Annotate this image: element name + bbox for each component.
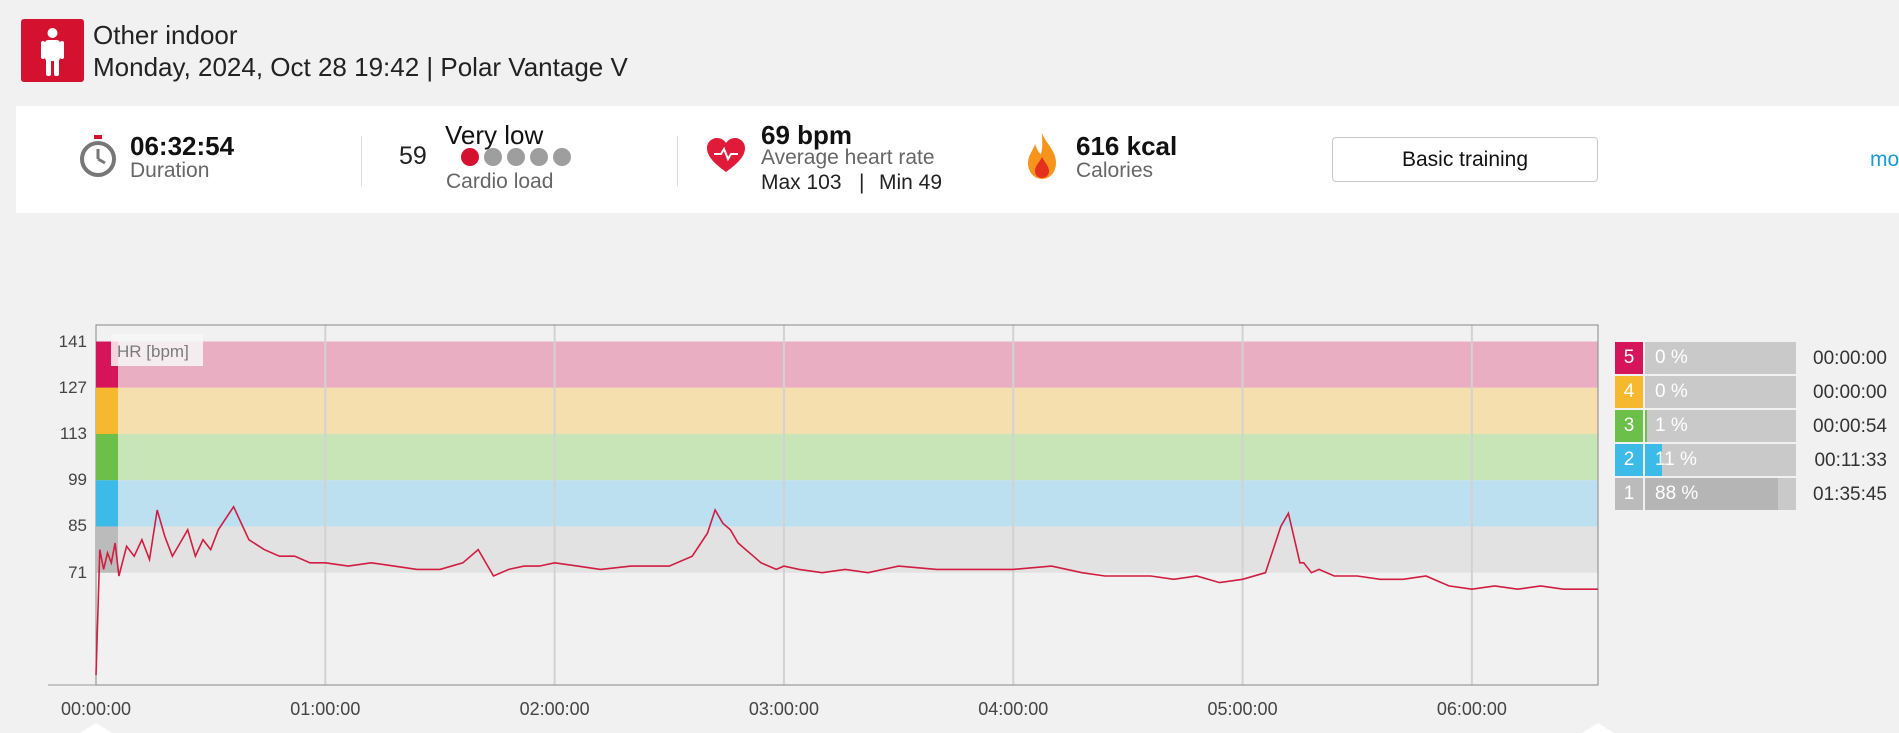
avg-hr-value: 69 bpm xyxy=(761,120,853,150)
hr-axis-label: HR [bpm] xyxy=(117,342,189,361)
zone-number: 2 xyxy=(1615,444,1643,476)
stopwatch-icon xyxy=(80,135,116,177)
zone-time: 01:35:45 xyxy=(1813,484,1887,505)
x-tick-label: 05:00:00 xyxy=(1207,699,1278,719)
x-tick-label: 02:00:00 xyxy=(519,699,590,719)
zone-number: 4 xyxy=(1615,376,1643,408)
zone-percent-fill xyxy=(1645,478,1778,510)
zone-number: 5 xyxy=(1615,342,1643,374)
zone-bands xyxy=(96,341,1598,573)
zone-percent-label: 11 % xyxy=(1655,449,1697,470)
cardio-load-label: Cardio load xyxy=(446,170,554,193)
zone-percent-label: 0 % xyxy=(1655,347,1688,368)
y-tick-label: 99 xyxy=(68,470,87,490)
more-link[interactable]: mo xyxy=(1870,148,1899,171)
duration-value: 06:32:54 xyxy=(130,131,235,161)
hr-series-line xyxy=(95,505,1598,676)
zone-swatches xyxy=(96,341,118,573)
divider xyxy=(361,136,362,186)
heart-icon xyxy=(707,138,745,172)
x-tick-label: 01:00:00 xyxy=(290,699,361,719)
load-dot-icon xyxy=(553,148,571,166)
y-tick-label: 113 xyxy=(59,423,87,443)
zone-percent-bar: 88 % xyxy=(1645,478,1796,510)
scroll-handle-left-icon xyxy=(80,723,112,733)
zone-time: 00:11:33 xyxy=(1814,450,1887,471)
zone-band-3 xyxy=(96,433,1598,481)
basic-training-button[interactable]: Basic training xyxy=(1332,137,1598,182)
cardio-load-dots xyxy=(461,148,576,168)
zone-percent-bar: 11 % xyxy=(1645,444,1796,476)
load-dot-icon xyxy=(507,148,525,166)
zone-percent-bar: 0 % xyxy=(1645,342,1796,374)
x-tick-label: 04:00:00 xyxy=(978,699,1049,719)
zone-percent-label: 0 % xyxy=(1655,381,1688,402)
divider xyxy=(677,136,678,186)
load-dot-icon xyxy=(461,148,479,166)
sport-title: Other indoor xyxy=(93,20,238,50)
zone-percent-label: 88 % xyxy=(1655,483,1699,504)
duration-label: Duration xyxy=(130,159,210,182)
avg-hr-label: Average heart rate xyxy=(761,146,935,169)
zone-percent-fill xyxy=(1645,410,1647,442)
hr-separator: | xyxy=(859,171,865,194)
zone-band-4 xyxy=(96,387,1598,434)
load-dot-icon xyxy=(530,148,548,166)
zone-band-5 xyxy=(96,341,1598,388)
x-tick-label: 06:00:00 xyxy=(1436,699,1507,719)
calories-value: 616 kcal xyxy=(1076,131,1178,161)
hr-max: Max 103 xyxy=(761,171,842,194)
cardio-load-level: Very low xyxy=(445,120,544,150)
y-tick-label: 127 xyxy=(58,377,87,397)
calories-label: Calories xyxy=(1076,159,1154,182)
zone-swatch-3 xyxy=(96,433,118,481)
cardio-load-value: 59 xyxy=(399,142,427,170)
zone-number: 3 xyxy=(1615,410,1643,442)
flame-icon xyxy=(1028,133,1056,179)
zone-time: 00:00:54 xyxy=(1813,416,1887,437)
zone-band-1 xyxy=(96,526,1598,573)
person-standing-icon xyxy=(41,28,64,76)
y-tick-label: 85 xyxy=(68,516,87,536)
zone-swatch-4 xyxy=(96,387,118,434)
zone-percent-label: 1 % xyxy=(1655,415,1688,436)
summary-bar: 06:32:54 Duration 59 Very low Cardio loa… xyxy=(16,106,1899,213)
load-dot-icon xyxy=(484,148,502,166)
zone-time: 00:00:00 xyxy=(1813,348,1887,369)
hr-label-box xyxy=(111,334,203,366)
sport-icon-badge xyxy=(21,19,84,82)
zone-band-2 xyxy=(96,480,1598,527)
zone-percent-bar: 1 % xyxy=(1645,410,1796,442)
y-tick-label: 71 xyxy=(68,562,87,582)
session-subtitle: Monday, 2024, Oct 28 19:42 | Polar Vanta… xyxy=(93,52,628,82)
x-tick-label: 00:00:00 xyxy=(60,699,132,719)
zone-percent-bar: 0 % xyxy=(1645,376,1796,408)
hr-min: Min 49 xyxy=(879,171,943,194)
zone-percent-fill xyxy=(1645,444,1662,476)
x-tick-label: 03:00:00 xyxy=(748,699,819,719)
scroll-handle-right-icon xyxy=(1582,723,1614,733)
chart-grid xyxy=(324,325,1473,685)
zone-time: 00:00:00 xyxy=(1813,382,1887,403)
zone-number: 1 xyxy=(1615,478,1643,510)
y-tick-label: 141 xyxy=(58,331,87,351)
zone-swatch-2 xyxy=(96,480,118,527)
